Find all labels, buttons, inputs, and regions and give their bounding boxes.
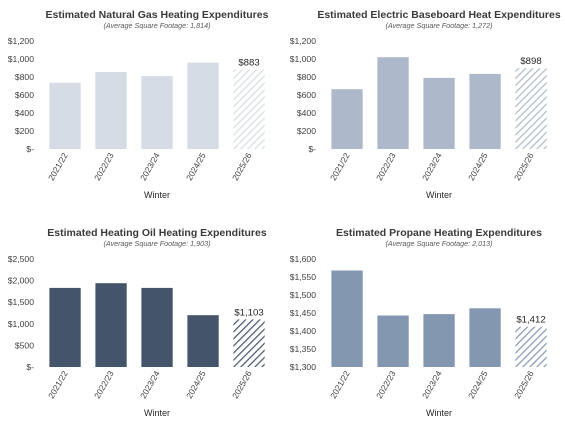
chart-panel-propane: Estimated Propane Heating Expenditures (A… <box>282 218 564 435</box>
y-tick-label: $1,500 <box>8 297 35 307</box>
x-tick-label: 2023/24 <box>138 369 162 401</box>
y-tick-label: $500 <box>15 340 34 350</box>
x-tick-label: 2021/22 <box>328 369 352 401</box>
y-tick-label: $1,000 <box>290 54 317 64</box>
bar-forecast <box>233 319 265 367</box>
chart-title: Estimated Electric Baseboard Heat Expend… <box>317 9 560 21</box>
y-tick-label: $800 <box>297 72 316 82</box>
bar <box>469 73 501 149</box>
chart-electric-baseboard: Estimated Electric Baseboard Heat Expend… <box>290 9 561 200</box>
x-tick-label: 2022/23 <box>374 151 398 183</box>
bar <box>469 308 501 367</box>
bar-forecast <box>233 69 265 149</box>
chart-subtitle: (Average Square Footage: 1,814) <box>104 21 211 30</box>
y-tick-label: $800 <box>15 72 34 82</box>
x-axis-label: Winter <box>426 190 452 200</box>
bar-forecast <box>515 326 547 367</box>
data-label: $898 <box>520 56 541 67</box>
y-tick-label: $600 <box>297 90 316 100</box>
y-tick-label: $400 <box>297 108 316 118</box>
x-tick-label: 2024/25 <box>466 151 490 183</box>
x-tick-label: 2025/26 <box>230 369 254 401</box>
bar <box>95 72 127 149</box>
x-tick-label: 2022/23 <box>92 369 116 401</box>
y-tick-label: $200 <box>297 126 316 136</box>
y-tick-label: $1,600 <box>290 254 317 264</box>
chart-subtitle: (Average Square Footage: 1,903) <box>104 239 211 248</box>
x-axis-label: Winter <box>144 190 170 200</box>
x-tick-label: 2025/26 <box>512 369 536 401</box>
y-tick-label: $- <box>26 144 34 154</box>
chart-panel-natural-gas: Estimated Natural Gas Heating Expenditur… <box>0 0 282 217</box>
data-label: $1,103 <box>234 307 263 318</box>
x-tick-label: 2021/22 <box>46 151 70 183</box>
y-tick-label: $1,200 <box>8 36 35 46</box>
bar-forecast <box>515 68 547 149</box>
bar <box>141 76 173 149</box>
y-tick-label: $400 <box>15 108 34 118</box>
bar <box>95 283 127 367</box>
bar <box>141 287 173 367</box>
y-tick-label: $- <box>308 144 316 154</box>
chart-subtitle: (Average Square Footage: 2,013) <box>386 239 493 248</box>
bar <box>423 314 455 367</box>
chart-panel-heating-oil: Estimated Heating Oil Heating Expenditur… <box>0 218 282 435</box>
x-tick-label: 2023/24 <box>138 151 162 183</box>
y-tick-label: $1,450 <box>290 308 317 318</box>
x-tick-label: 2025/26 <box>230 151 254 183</box>
chart-subtitle: (Average Square Footage: 1,272) <box>386 21 493 30</box>
y-tick-label: $200 <box>15 126 34 136</box>
bar <box>377 315 409 367</box>
y-tick-label: $1,000 <box>8 54 35 64</box>
y-tick-label: $2,000 <box>8 276 35 286</box>
bar <box>331 270 363 367</box>
chart-propane: Estimated Propane Heating Expenditures(A… <box>290 227 547 418</box>
x-axis-label: Winter <box>426 408 452 418</box>
chart-title: Estimated Natural Gas Heating Expenditur… <box>46 9 269 21</box>
bar <box>331 89 363 149</box>
y-tick-label: $1,300 <box>290 362 317 372</box>
x-tick-label: 2025/26 <box>512 151 536 183</box>
bar <box>377 57 409 150</box>
chart-title: Estimated Propane Heating Expenditures <box>336 227 542 239</box>
y-tick-label: $1,350 <box>290 344 317 354</box>
y-tick-label: $600 <box>15 90 34 100</box>
x-tick-label: 2021/22 <box>328 151 352 183</box>
y-tick-label: $1,000 <box>8 319 35 329</box>
x-axis-label: Winter <box>144 408 170 418</box>
x-tick-label: 2023/24 <box>420 369 444 401</box>
x-tick-label: 2024/25 <box>184 369 208 401</box>
bar <box>49 287 81 367</box>
bar <box>423 77 455 149</box>
y-tick-label: $- <box>26 362 34 372</box>
bar <box>187 62 219 149</box>
x-tick-label: 2024/25 <box>466 369 490 401</box>
chart-natural-gas: Estimated Natural Gas Heating Expenditur… <box>8 9 269 200</box>
x-tick-label: 2022/23 <box>374 369 398 401</box>
data-label: $1,412 <box>516 315 545 326</box>
y-tick-label: $2,500 <box>8 254 35 264</box>
x-tick-label: 2021/22 <box>46 369 70 401</box>
x-tick-label: 2024/25 <box>184 151 208 183</box>
x-tick-label: 2023/24 <box>420 151 444 183</box>
y-tick-label: $1,550 <box>290 272 317 282</box>
x-tick-label: 2022/23 <box>92 151 116 183</box>
chart-panel-electric-baseboard: Estimated Electric Baseboard Heat Expend… <box>282 0 564 217</box>
y-tick-label: $1,500 <box>290 290 317 300</box>
chart-title: Estimated Heating Oil Heating Expenditur… <box>47 227 267 239</box>
bar <box>187 315 219 367</box>
bar <box>49 82 81 149</box>
chart-heating-oil: Estimated Heating Oil Heating Expenditur… <box>8 227 267 418</box>
y-tick-label: $1,200 <box>290 36 317 46</box>
y-tick-label: $1,400 <box>290 326 317 336</box>
data-label: $883 <box>238 58 259 69</box>
